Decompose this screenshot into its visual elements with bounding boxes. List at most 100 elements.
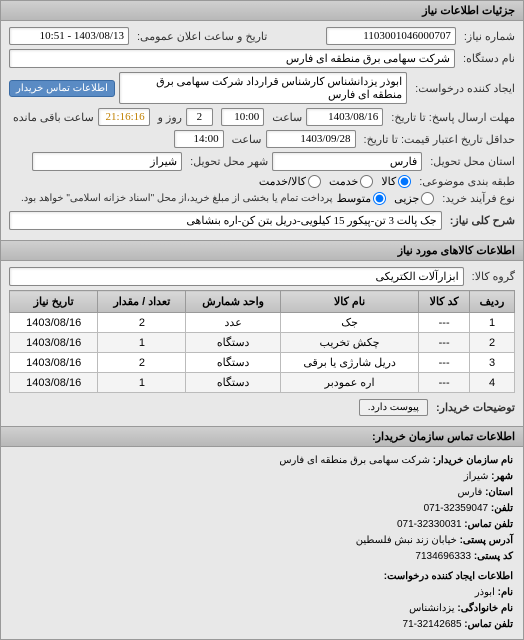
table-cell: عدد [186,313,280,333]
name-value: ابوذر [475,587,495,598]
group-field: ابزارآلات الکتریکی [9,267,464,286]
province-field: فارس [272,152,422,171]
packing-opt-1[interactable]: خدمت [329,175,373,188]
table-row: 2---چکش تخریبدستگاه11403/08/16 [10,333,515,353]
process-opt-1[interactable]: متوسط [337,192,387,205]
table-cell: دستگاه [186,333,280,353]
contact-city-label: شهر: [491,471,513,482]
process-radio-group: جزیی متوسط [337,192,435,205]
items-section-title: اطلاعات کالاهای مورد نیاز [1,240,523,261]
postal-label: آدرس پستی: [460,535,513,546]
mobile-value: 32142685-71 [403,619,462,630]
deadline-date-field: 1403/08/16 [306,108,383,126]
validity-label: حداقل تاریخ اعتبار قیمت: تا تاریخ: [364,133,515,146]
phone-value: 32359047-071 [424,503,489,514]
packing-radio-2[interactable] [308,175,321,188]
requester-field: ابوذر یزدانشناس کارشناس قرارداد شرکت سها… [119,72,407,104]
name-label: نام: [498,587,513,598]
table-cell: 1403/08/16 [10,373,98,393]
process-opt-1-label: متوسط [337,192,372,205]
table-cell: جک [280,313,418,333]
table-cell: دریل شارژی یا برقی [280,353,418,373]
device-name-label: نام دستگاه: [463,52,515,65]
contact-section-title: اطلاعات تماس سازمان خریدار: [1,426,523,447]
table-cell: 2 [98,353,186,373]
table-cell: دستگاه [186,373,280,393]
remain-time-field: 21:16:16 [98,108,150,126]
table-header: واحد شمارش [186,291,280,313]
remain-days-label: روز و [158,111,182,124]
fax-label: تلفن تماس: [464,519,513,530]
table-header: تعداد / مقدار [98,291,186,313]
table-cell: 1403/08/16 [10,333,98,353]
packing-radio-1[interactable] [360,175,373,188]
table-row: 1---جکعدد21403/08/16 [10,313,515,333]
table-cell: 3 [470,353,515,373]
table-cell: 1 [470,313,515,333]
zip-value: 7134696333 [415,551,471,562]
packing-opt-0-label: کالا [381,175,396,188]
process-opt-0[interactable]: جزیی [394,192,434,205]
creator-section-title: اطلاعات ایجاد کننده درخواست: [11,569,513,585]
table-cell: 1 [98,373,186,393]
attachment-button[interactable]: پیوست دارد. [359,399,428,416]
packing-opt-2[interactable]: کالا/خدمت [259,175,321,188]
contact-province-value: فارس [457,487,482,498]
validity-time-field: 14:00 [174,130,224,148]
table-cell: دستگاه [186,353,280,373]
phone-label: تلفن: [491,503,513,514]
table-cell: 1403/08/16 [10,353,98,373]
table-cell: --- [419,373,470,393]
requester-label: ایجاد کننده درخواست: [415,82,515,95]
packing-opt-1-label: خدمت [329,175,358,188]
deadline-time-label: ساعت [272,111,302,124]
validity-time-label: ساعت [232,133,262,146]
table-cell: --- [419,333,470,353]
city-field: شیراز [32,152,182,171]
table-cell: چکش تخریب [280,333,418,353]
contact-province-label: استان: [485,487,513,498]
process-note: پرداخت تمام یا بخشی از مبلغ خرید،از محل … [21,193,333,204]
contact-link-button[interactable]: اطلاعات تماس خریدار [9,80,115,97]
table-cell: 2 [470,333,515,353]
table-header: کد کالا [419,291,470,313]
process-radio-0[interactable] [421,192,434,205]
contact-info-block: نام سازمان خریدار: شرکت سهامی برق منطقه … [1,447,523,639]
table-header: ردیف [470,291,515,313]
process-radio-1[interactable] [373,192,386,205]
fax-value: 32330031-071 [397,519,462,530]
table-cell: --- [419,313,470,333]
table-cell: 1 [98,333,186,353]
panel-title: جزئیات اطلاعات نیاز [1,1,523,21]
table-cell: 1403/08/16 [10,313,98,333]
packing-opt-2-label: کالا/خدمت [259,175,306,188]
org-value: شرکت سهامی برق منطقه ای فارس [279,455,430,466]
deadline-time-field: 10:00 [221,108,265,126]
table-row: 3---دریل شارژی یا برقیدستگاه21403/08/16 [10,353,515,373]
province-label: استان محل تحویل: [430,155,515,168]
summary-label: شرح کلی نیاز: [450,214,515,227]
lname-value: یزدانشناس [409,603,455,614]
table-header: نام کالا [280,291,418,313]
packing-radio-group: کالا خدمت کالا/خدمت [259,175,411,188]
packing-opt-0[interactable]: کالا [381,175,411,188]
items-table: ردیفکد کالانام کالاواحد شمارشتعداد / مقد… [9,290,515,393]
req-number-label: شماره نیاز: [464,30,515,43]
group-label: گروه کالا: [472,270,515,283]
table-header: تاریخ نیاز [10,291,98,313]
process-opt-0-label: جزیی [394,192,419,205]
process-label: نوع فرآیند خرید: [442,192,515,205]
packing-radio-0[interactable] [398,175,411,188]
org-label: نام سازمان خریدار: [433,455,513,466]
table-cell: 4 [470,373,515,393]
announce-date-label: تاریخ و ساعت اعلان عمومی: [137,30,267,43]
remain-suffix-label: ساعت باقی مانده [13,111,94,124]
table-row: 4---اره عمودبردستگاه11403/08/16 [10,373,515,393]
lname-label: نام خانوادگی: [457,603,513,614]
table-cell: 2 [98,313,186,333]
packing-label: طبقه بندی موضوعی: [419,175,515,188]
postal-value: خیابان زند نبش فلسطین [356,535,457,546]
buyer-notes-label: توضیحات خریدار: [436,401,515,414]
device-name-field: شرکت سهامی برق منطقه ای فارس [9,49,455,68]
req-number-field: 1103001046000707 [326,27,456,45]
